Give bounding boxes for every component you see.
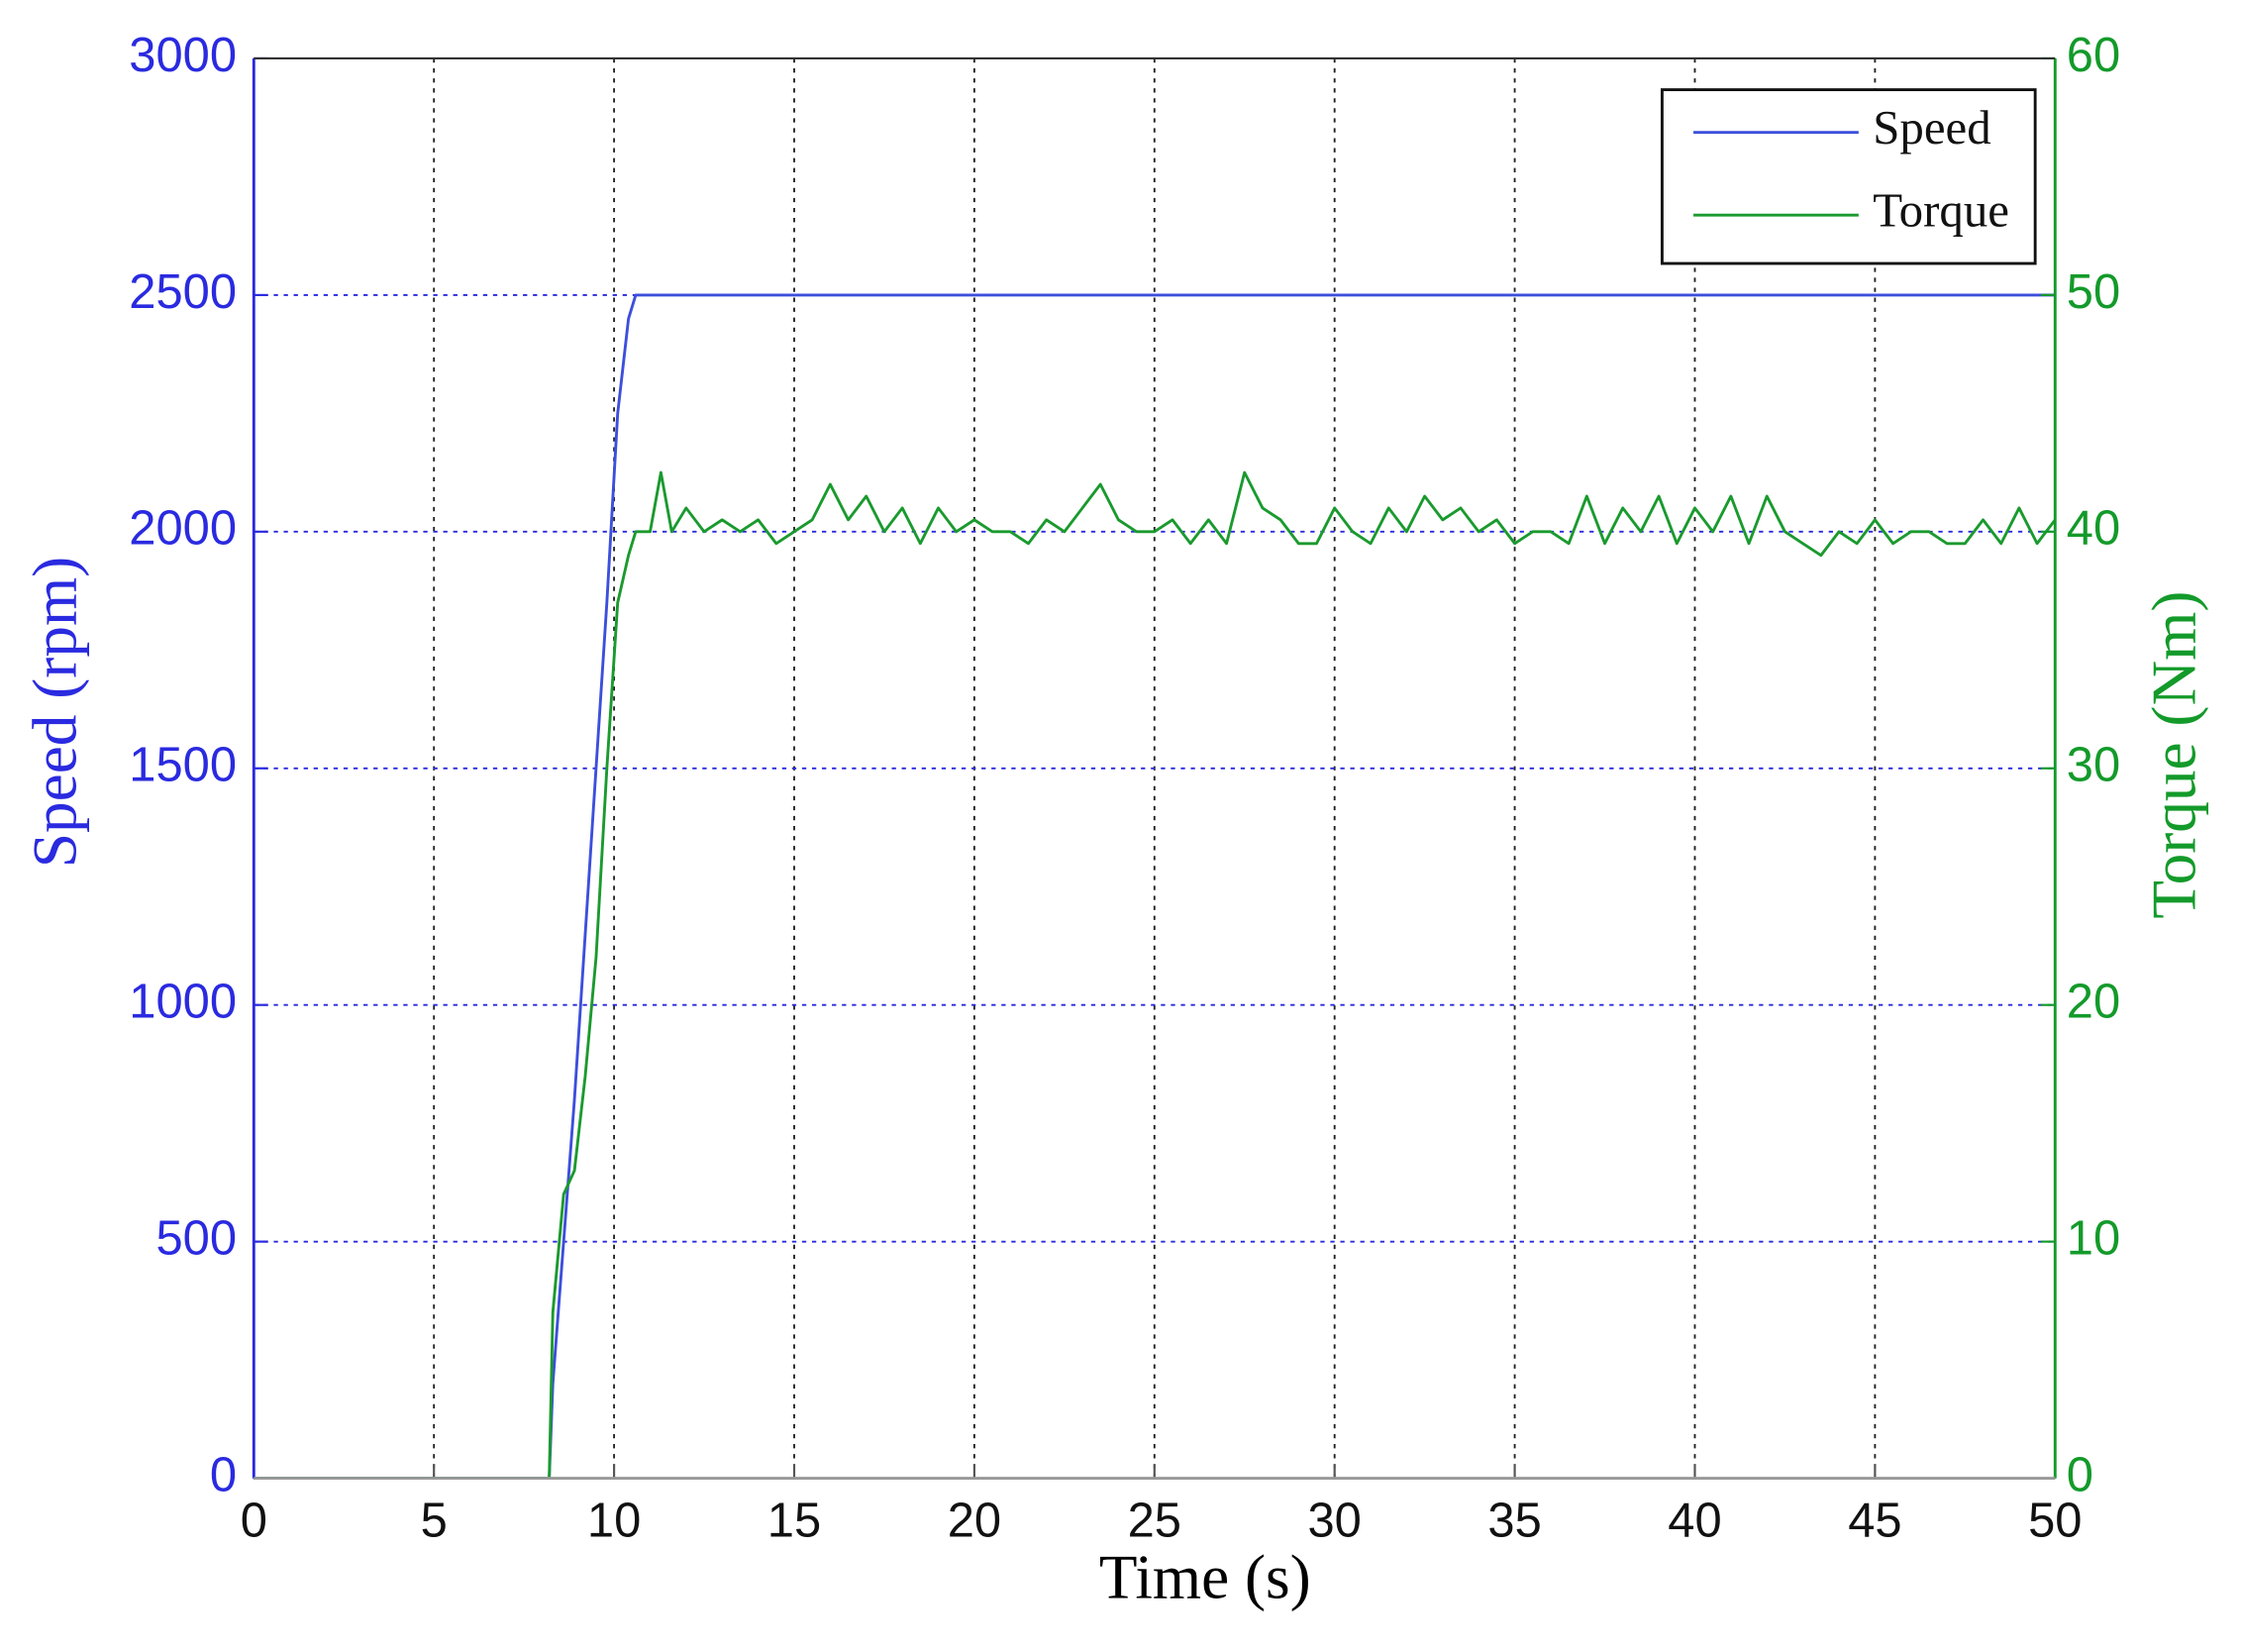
- x-tick-label: 40: [1668, 1494, 1721, 1547]
- y2-tick-label: 60: [2067, 29, 2120, 82]
- y-tick-label: 0: [210, 1448, 237, 1501]
- x-tick-label: 25: [1128, 1494, 1181, 1547]
- series-line: [254, 293, 2056, 1481]
- legend-label: Speed: [1873, 100, 1990, 155]
- x-tick-label: 5: [421, 1494, 448, 1547]
- y2-tick-label: 50: [2067, 265, 2120, 319]
- x-tick-label: 50: [2028, 1494, 2082, 1547]
- legend-box: [1660, 88, 2037, 265]
- x-tick-label: 30: [1308, 1494, 1362, 1547]
- lines: [254, 293, 2057, 1481]
- axes: 0 5 10 15 20 25 30 35 40 45 5005001000150020002500…: [129, 29, 2120, 1548]
- x-tick-label: 35: [1487, 1494, 1541, 1547]
- y-tick-label: 1500: [129, 739, 237, 792]
- y2-tick-label: 0: [2067, 1448, 2093, 1501]
- y-axis-label: Speed (rpm): [21, 557, 90, 868]
- legend-label: Torque: [1873, 182, 2009, 237]
- y-tick-label: 1000: [129, 976, 237, 1029]
- series-line: [254, 470, 2057, 1481]
- y-tick-label: 2000: [129, 502, 237, 556]
- y-tick-label: 2500: [129, 265, 237, 319]
- y2-tick-label: 40: [2067, 502, 2120, 556]
- y2-tick-label: 30: [2067, 739, 2120, 792]
- legend: Speed Torque: [1660, 88, 2037, 265]
- y2-axis-label: Torque (Nm): [2139, 591, 2208, 919]
- grid: [253, 57, 2057, 1480]
- x-tick-label: 10: [587, 1494, 641, 1547]
- y2-tick-label: 10: [2067, 1212, 2120, 1266]
- x-tick-label: 15: [767, 1494, 821, 1547]
- y-tick-label: 500: [155, 1212, 237, 1266]
- y2-tick-label: 20: [2067, 976, 2120, 1029]
- y-tick-label: 3000: [129, 29, 237, 82]
- x-tick-label: 0: [241, 1494, 267, 1547]
- x-tick-label: 20: [948, 1494, 1001, 1547]
- x-tick-label: 45: [1848, 1494, 1901, 1547]
- x-axis-label: Time (s): [1099, 1542, 1311, 1611]
